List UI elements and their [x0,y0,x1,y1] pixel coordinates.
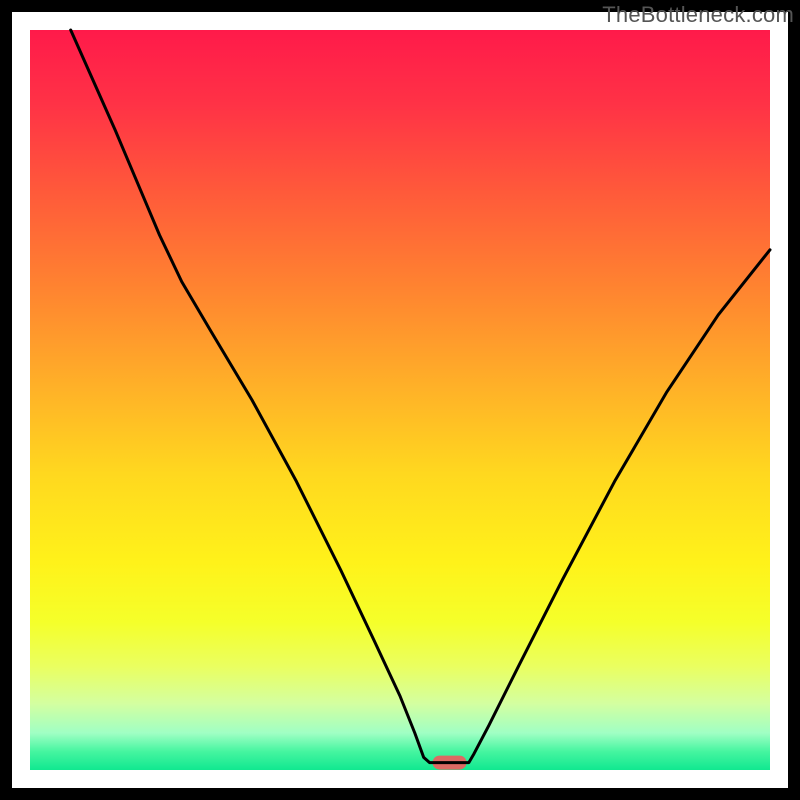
bottleneck-chart: TheBottleneck.com [0,0,800,800]
watermark-text: TheBottleneck.com [602,2,794,28]
plot-background [30,30,770,770]
chart-svg [0,0,800,800]
